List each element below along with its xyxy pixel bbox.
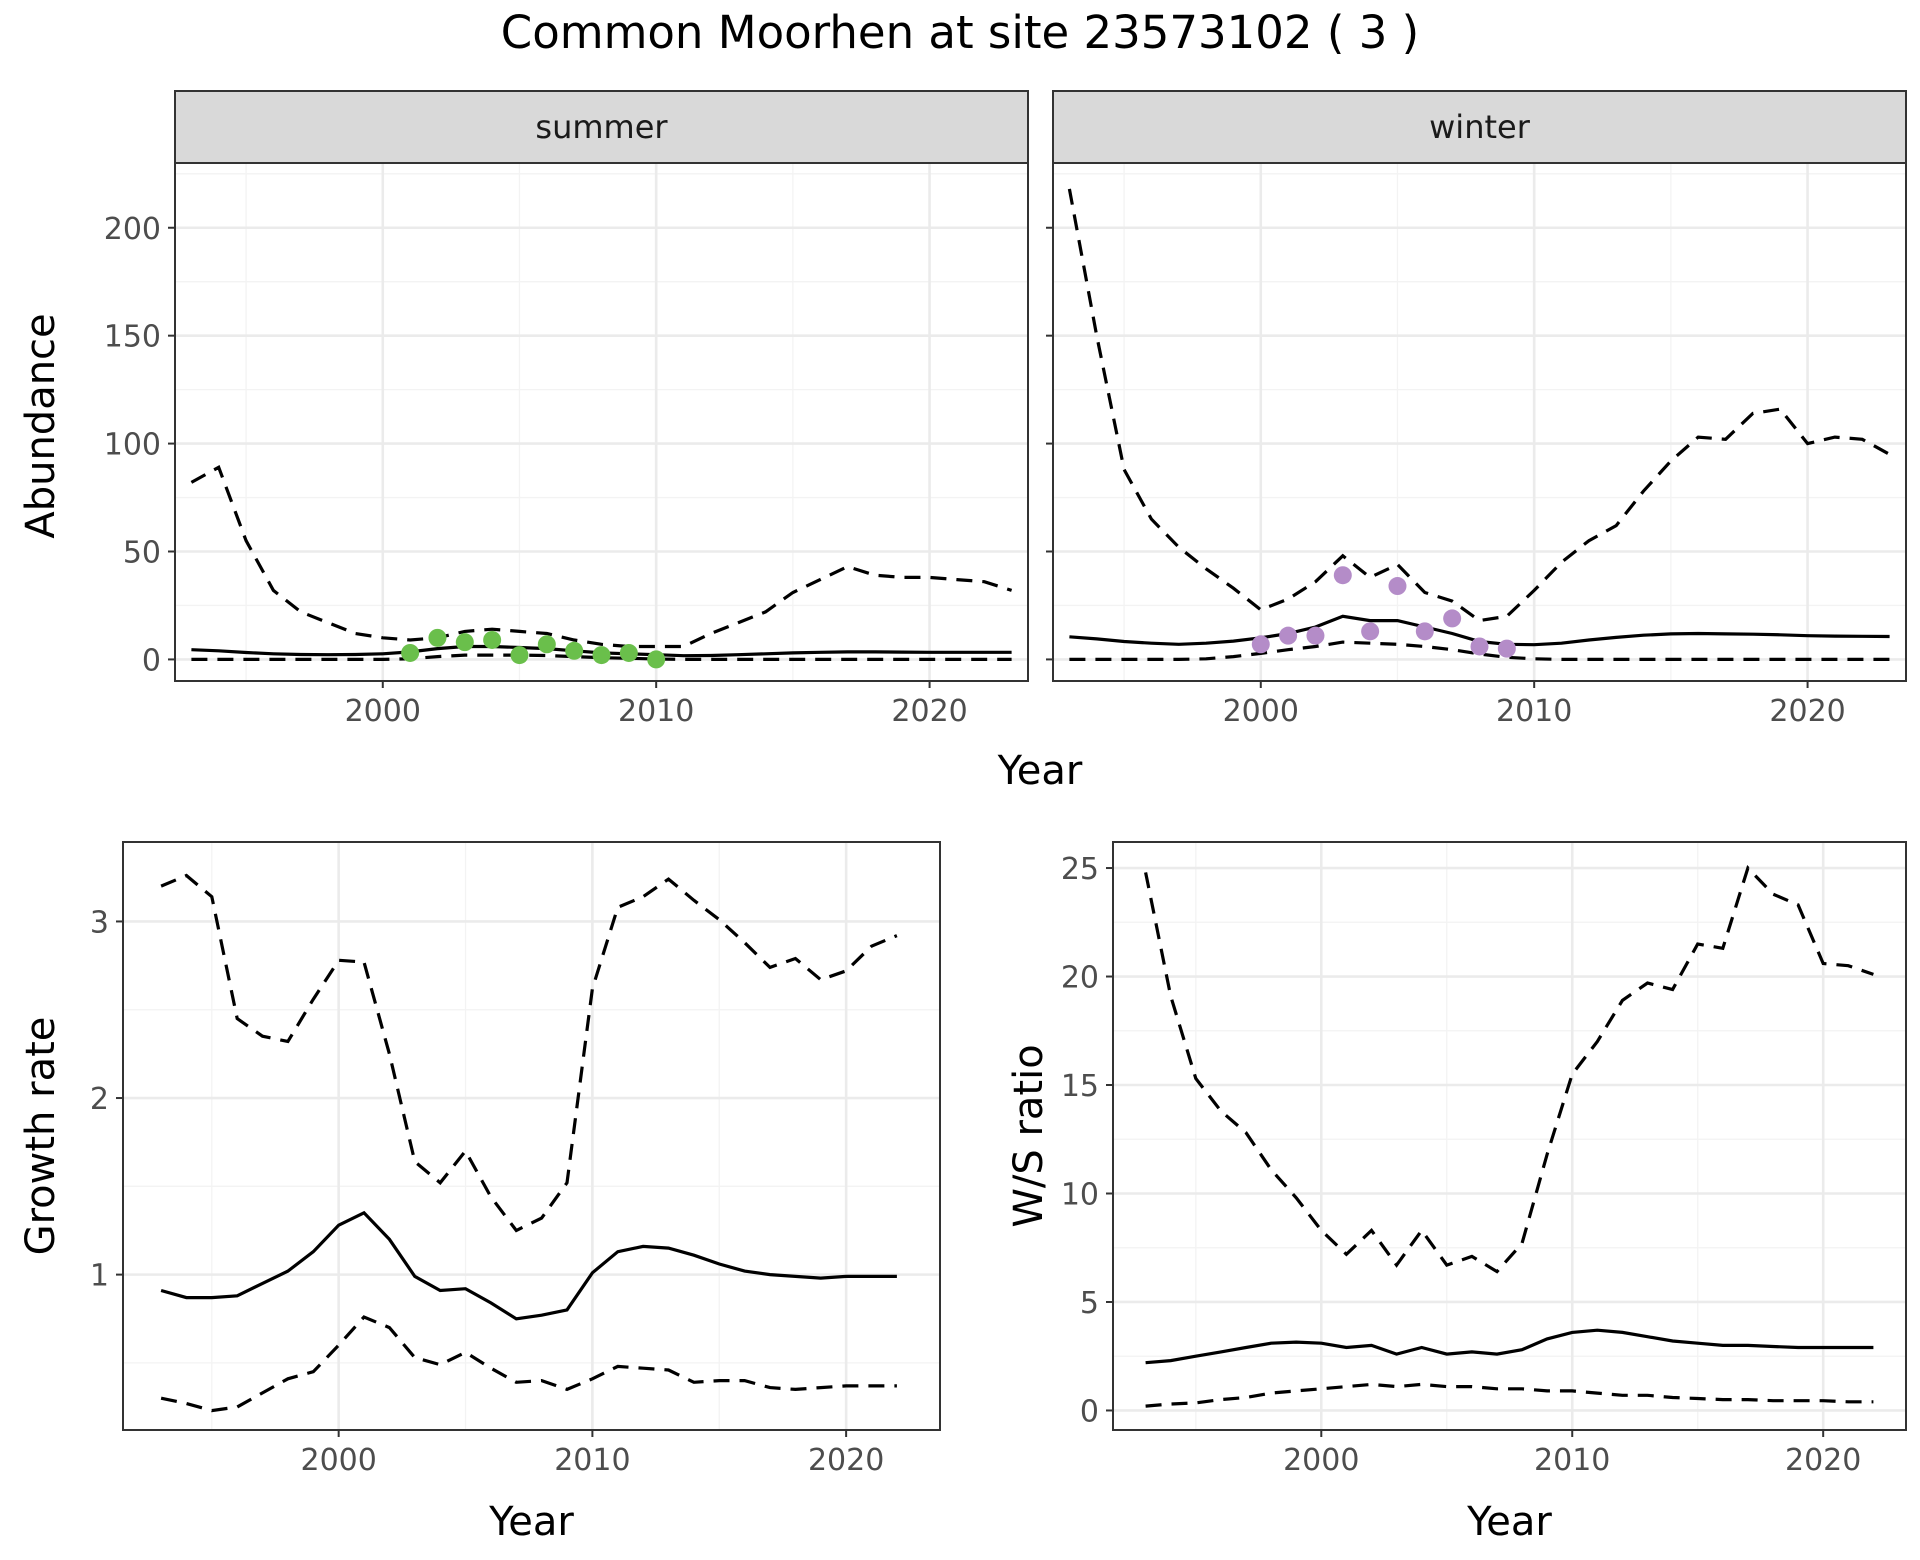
panel-border [1112,841,1907,1431]
x-tick-label: 2020 [808,1443,884,1478]
observed-point [592,646,611,665]
panel-abundance-summer: summer 2000 2010 2020 0 50 100 150 200 [104,90,1029,729]
observed-point [1306,626,1325,645]
y-axis-title: W/S ratio [1006,1044,1052,1227]
abundance-x-axis-title: Year [997,748,1083,794]
y-tick-label: 3 [90,905,109,940]
observed-point [1415,622,1434,641]
panel-background [175,163,1028,681]
strip-background [1052,90,1907,164]
x-tick-label: 2000 [1223,694,1299,729]
observed-point [483,630,502,649]
panel-background [1113,842,1906,1430]
observed-point [428,628,447,647]
series-line-lower [191,653,1012,661]
y-tick-label: 200 [104,212,161,247]
y-tick-label: 10 [1061,1177,1099,1212]
observed-point [1361,622,1380,641]
y-tick-label: 15 [1061,1069,1099,1104]
observed-point [619,643,638,662]
y-tick-label: 0 [142,643,161,678]
series-line-lower [1145,1382,1874,1408]
series-line-upper [190,465,1013,649]
y-tick-label: 50 [123,536,161,571]
observed-point [647,650,666,669]
x-tick-label: 2010 [1496,694,1572,729]
strip-label: summer [535,108,668,146]
y-tick-label: 1 [90,1259,109,1294]
x-tick-label: 2020 [1769,694,1845,729]
abundance-y-axis-title: Abundance [18,313,64,538]
panel-abundance-winter: winter 2000 2010 2020 [1046,90,1907,729]
observed-point [565,641,584,660]
figure-title: Common Moorhen at site 23573102 ( 3 ) [501,6,1419,59]
x-tick-label: 2020 [891,694,967,729]
x-tick-label: 2010 [1534,1443,1610,1478]
y-tick-label: 20 [1061,961,1099,996]
observed-point [537,635,556,654]
panel-background [123,842,940,1430]
strip-background [174,90,1029,164]
x-tick-label: 2000 [300,1443,376,1478]
series-line-upper [1067,188,1891,623]
observed-point [401,643,420,662]
series-line-lower [1069,640,1890,661]
y-tick-label: 0 [1080,1394,1099,1429]
series-line-upper [160,873,898,1233]
observed-point [1388,577,1407,596]
y-axis-title: Growth rate [18,1017,64,1256]
series-line-mean [1145,1328,1874,1365]
y-tick-label: 150 [104,320,161,355]
panel-ws-ratio: 2000 2010 2020 0 5 10 15 20 25 Year W/S ratio [1006,841,1907,1545]
x-tick-label: 2000 [345,694,421,729]
observed-point [1470,637,1489,656]
series-line-lower [160,1315,897,1413]
y-tick-label: 5 [1080,1286,1099,1321]
observed-point [510,646,529,665]
series-line-mean [160,1210,897,1321]
panel-border [122,841,941,1431]
x-axis-title: Year [1466,1499,1552,1545]
x-tick-label: 2020 [1785,1443,1861,1478]
observed-point [1497,639,1516,658]
y-tick-label: 2 [90,1082,109,1117]
x-tick-label: 2010 [554,1443,630,1478]
observed-point [1279,626,1298,645]
y-tick-label: 25 [1061,852,1099,887]
x-tick-label: 2010 [618,694,694,729]
observed-point [455,633,474,652]
x-axis-title: Year [488,1499,574,1545]
strip-label: winter [1429,108,1531,146]
series-line-upper [1144,864,1874,1274]
observed-point [1333,566,1352,585]
panel-growth-rate: 2000 2010 2020 1 2 3 Year Growth rate [18,841,941,1545]
observed-point [1443,609,1462,628]
observed-point [1251,635,1270,654]
y-tick-label: 100 [104,428,161,463]
x-tick-label: 2000 [1283,1443,1359,1478]
panel-background [1053,163,1906,681]
